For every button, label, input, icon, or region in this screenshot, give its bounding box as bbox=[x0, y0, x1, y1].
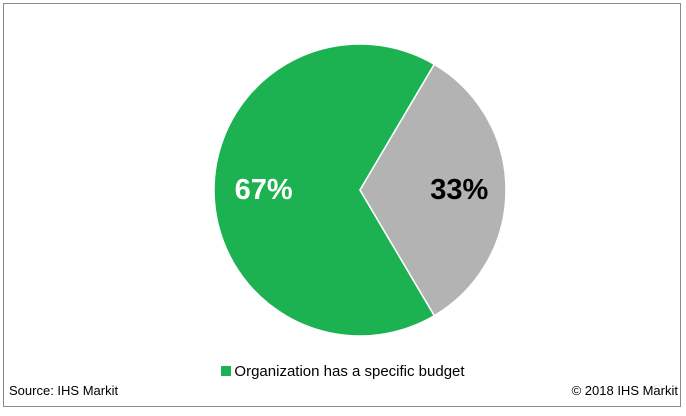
slice-label-1: 67% bbox=[235, 174, 293, 206]
pie-slice-1 bbox=[213, 43, 436, 337]
slice-label-2: 33% bbox=[430, 174, 488, 206]
legend-label: Organization has a specific budget bbox=[234, 363, 465, 380]
legend-swatch bbox=[221, 366, 232, 376]
legend: Organization has a specific budget bbox=[0, 363, 686, 380]
source-note: Source: IHS Markit bbox=[9, 383, 119, 398]
copyright-note: © 2018 IHS Markit bbox=[571, 383, 678, 398]
pie-slice-2 bbox=[359, 63, 507, 317]
